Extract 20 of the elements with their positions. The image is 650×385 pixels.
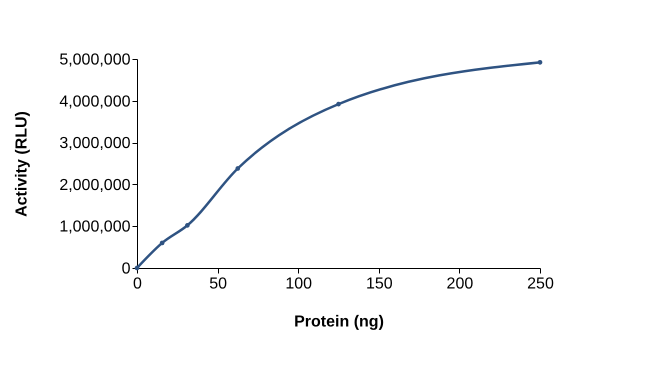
- x-tick-label: 0: [133, 276, 142, 292]
- x-tick-label: 200: [446, 276, 474, 292]
- y-tick-label: 3,000,000: [59, 135, 131, 152]
- y-tick-label: 0: [122, 260, 131, 278]
- point: [185, 223, 190, 228]
- y-tick-label: 2,000,000: [59, 176, 131, 194]
- point: [336, 102, 341, 106]
- y-tick-label: 4,000,000: [59, 93, 131, 110]
- x-tick-label: 150: [366, 276, 393, 292]
- y-tick-label: 1,000,000: [59, 218, 131, 236]
- x-tick-label: 50: [209, 276, 228, 292]
- point: [235, 166, 240, 171]
- point: [134, 266, 140, 270]
- x-tick-label: 100: [285, 276, 312, 292]
- y-axis-title: Activity (RLU): [13, 111, 30, 217]
- x-axis-title: Protein (ng): [294, 314, 384, 330]
- y-tick-label: 5,000,000: [59, 52, 131, 68]
- point: [160, 240, 164, 246]
- point: [538, 60, 542, 65]
- x-tick-label: 250: [527, 276, 554, 292]
